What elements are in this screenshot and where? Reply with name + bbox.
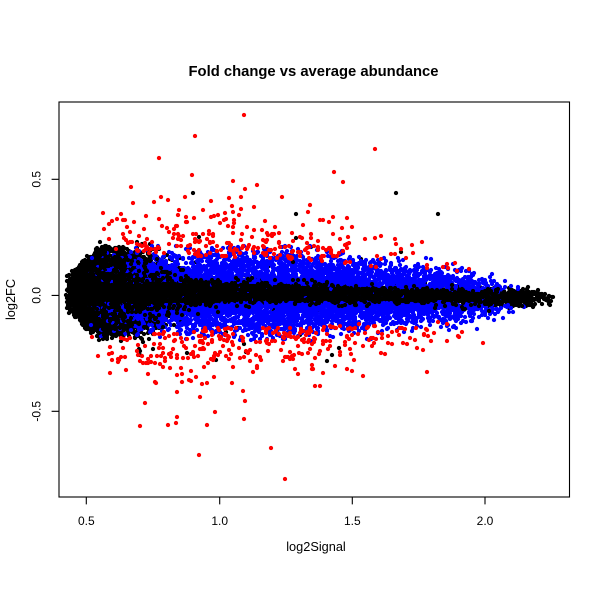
svg-text:log2Signal: log2Signal <box>286 539 346 554</box>
svg-text:Fold change vs average abundan: Fold change vs average abundance <box>189 64 439 80</box>
svg-text:1.5: 1.5 <box>344 514 361 528</box>
svg-text:0.0: 0.0 <box>30 287 44 304</box>
svg-text:log2FC: log2FC <box>3 279 18 320</box>
svg-text:0.5: 0.5 <box>78 514 95 528</box>
svg-text:-0.5: -0.5 <box>30 401 44 422</box>
svg-text:2.0: 2.0 <box>477 514 494 528</box>
svg-text:0.5: 0.5 <box>30 171 44 188</box>
svg-text:1.0: 1.0 <box>211 514 228 528</box>
